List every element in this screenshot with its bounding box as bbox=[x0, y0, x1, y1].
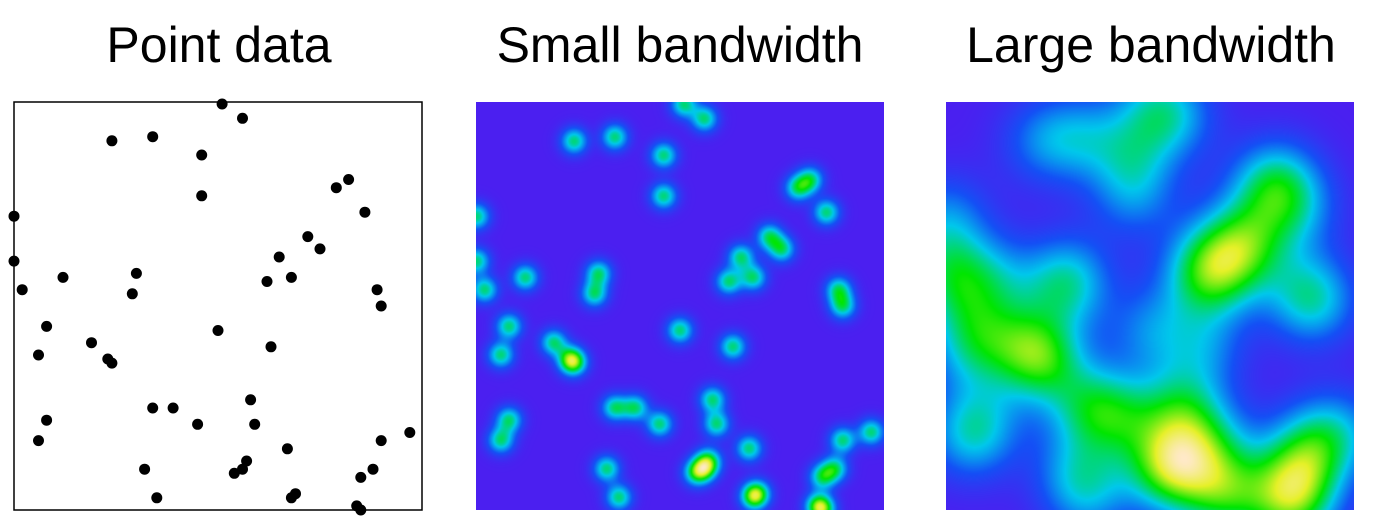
data-point bbox=[286, 272, 297, 283]
data-point bbox=[302, 231, 313, 242]
data-point bbox=[131, 268, 142, 279]
data-point bbox=[286, 492, 297, 503]
data-point bbox=[192, 419, 203, 430]
data-point bbox=[355, 505, 366, 516]
data-point bbox=[17, 284, 28, 295]
data-point bbox=[266, 341, 277, 352]
small-bandwidth-panel bbox=[476, 102, 884, 510]
data-point bbox=[217, 99, 228, 110]
data-point bbox=[41, 321, 52, 332]
large-bandwidth-panel bbox=[946, 102, 1354, 510]
data-point bbox=[376, 301, 387, 312]
data-point bbox=[196, 150, 207, 161]
data-point bbox=[33, 350, 44, 361]
data-point bbox=[372, 284, 383, 295]
data-point bbox=[282, 443, 293, 454]
data-point bbox=[355, 472, 366, 483]
data-point bbox=[262, 276, 273, 287]
data-point bbox=[359, 207, 370, 218]
data-point bbox=[86, 337, 97, 348]
data-point bbox=[33, 435, 44, 446]
data-point bbox=[213, 325, 224, 336]
data-point bbox=[368, 464, 379, 475]
data-point bbox=[106, 358, 117, 369]
data-point bbox=[343, 174, 354, 185]
data-point bbox=[127, 288, 138, 299]
data-point bbox=[41, 415, 52, 426]
data-point bbox=[9, 256, 20, 267]
data-point bbox=[58, 272, 69, 283]
data-point bbox=[274, 252, 285, 263]
data-point bbox=[151, 492, 162, 503]
large-bandwidth-map bbox=[946, 102, 1354, 510]
data-point bbox=[249, 419, 260, 430]
data-point bbox=[237, 113, 248, 124]
data-point bbox=[147, 403, 158, 414]
data-point bbox=[106, 135, 117, 146]
data-point bbox=[331, 182, 342, 193]
data-point bbox=[404, 427, 415, 438]
point-data-panel bbox=[9, 99, 423, 516]
data-point bbox=[168, 403, 179, 414]
data-point bbox=[237, 464, 248, 475]
data-point bbox=[147, 131, 158, 142]
data-point bbox=[315, 243, 326, 254]
data-point bbox=[196, 190, 207, 201]
data-point bbox=[245, 394, 256, 405]
data-point bbox=[376, 435, 387, 446]
data-point bbox=[9, 211, 20, 222]
small-bandwidth-map bbox=[476, 102, 884, 510]
point-data-frame bbox=[14, 102, 422, 510]
data-point bbox=[139, 464, 150, 475]
